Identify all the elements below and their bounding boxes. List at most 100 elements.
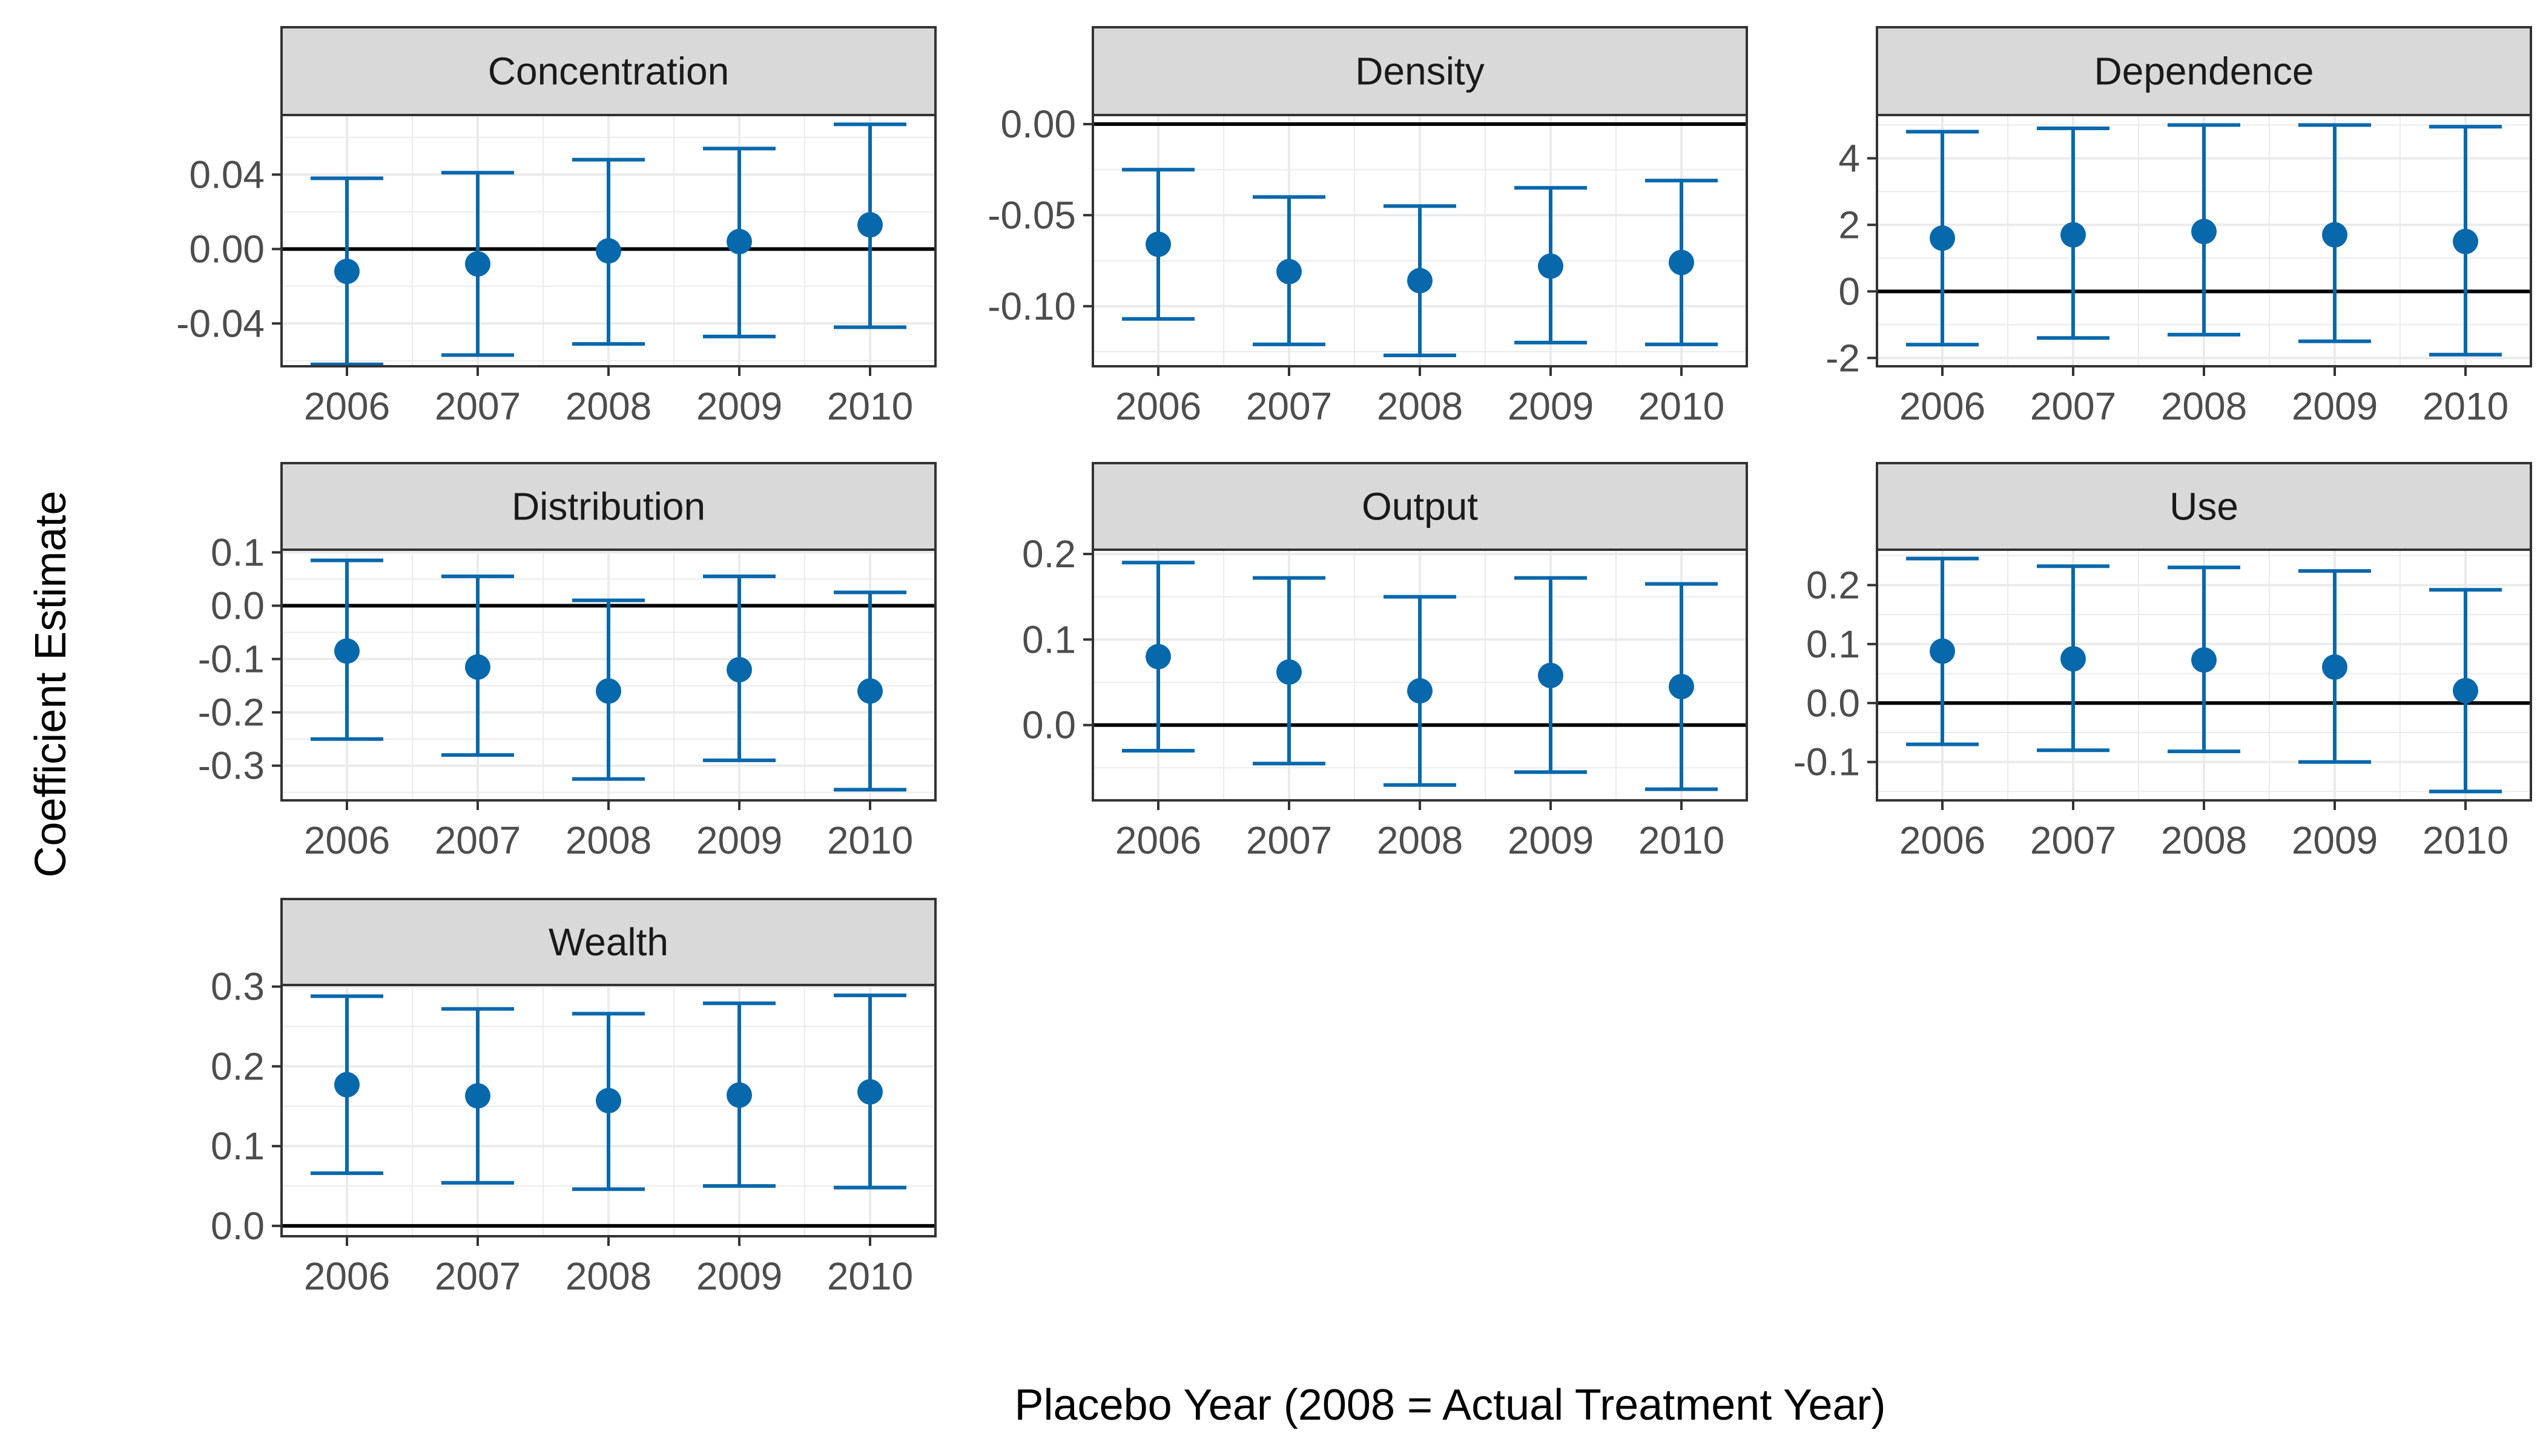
- point-estimate-2009: [2322, 222, 2347, 248]
- y-tick-label: 0.1: [211, 1124, 265, 1168]
- x-tick-label: 2006: [304, 384, 390, 428]
- point-estimate-2007: [1276, 259, 1302, 285]
- panel-concentration: Concentration -0.04 0.00 0.04 2006 2007 2008 20…: [176, 26, 937, 428]
- panel-wealth: Wealth 0.0 0.1 0.2 0.3 2006 2007 2008 2009 2010: [211, 898, 937, 1298]
- y-tick-label: 0.1: [1022, 618, 1076, 661]
- point-estimate-2010: [857, 212, 883, 238]
- x-tick-label: 2008: [1377, 819, 1463, 862]
- x-tick-label: 2008: [566, 1254, 651, 1298]
- x-tick-label: 2009: [2292, 384, 2378, 428]
- point-estimate-2006: [1930, 225, 1955, 251]
- facet-strip: [280, 898, 937, 986]
- point-estimate-2006: [334, 259, 360, 285]
- point-estimate-2010: [2453, 677, 2478, 703]
- x-tick-label: 2008: [566, 384, 651, 428]
- facet-title: Density: [1355, 50, 1484, 93]
- y-tick-label: 0.0: [1806, 681, 1860, 725]
- facet-title: Dependence: [2094, 50, 2314, 93]
- panel-distribution: Distribution -0.3 -0.2 -0.1 0.0 0.1 2006 2007 20…: [198, 462, 937, 862]
- point-estimate-2008: [2191, 219, 2217, 245]
- x-tick-label: 2006: [1899, 384, 1985, 428]
- y-tick-label: 0: [1838, 269, 1860, 313]
- facet-strip: [280, 462, 937, 551]
- y-tick-label: 0.00: [1000, 102, 1076, 146]
- facet-strip: [280, 26, 937, 116]
- panel-density: Density -0.10 -0.05 0.00 2006 2007 2008 2009 201…: [988, 26, 1748, 428]
- point-estimate-2008: [1407, 268, 1433, 294]
- y-tick-label: -0.04: [176, 301, 265, 345]
- x-tick-label: 2006: [1115, 819, 1201, 862]
- y-tick-label: 0.0: [211, 584, 265, 627]
- x-tick-label: 2007: [2030, 384, 2116, 428]
- point-estimate-2007: [465, 251, 490, 277]
- x-tick-label: 2010: [827, 819, 913, 862]
- x-tick-label: 2010: [2423, 384, 2508, 428]
- point-estimate-2006: [334, 1072, 360, 1098]
- x-tick-label: 2009: [696, 384, 782, 428]
- y-axis-title: Coefficient Estimate: [27, 491, 75, 878]
- y-tick-label: -2: [1826, 336, 1860, 380]
- point-estimate-2009: [2322, 654, 2347, 680]
- x-tick-label: 2006: [1899, 819, 1985, 862]
- x-tick-label: 2007: [1246, 819, 1332, 862]
- y-tick-label: -0.3: [198, 744, 265, 788]
- y-tick-label: 0.1: [1806, 622, 1860, 666]
- y-tick-label: -0.1: [198, 637, 265, 681]
- x-tick-label: 2010: [1638, 384, 1724, 428]
- x-tick-label: 2008: [2161, 384, 2247, 428]
- point-estimate-2010: [1669, 249, 1694, 275]
- point-estimate-2008: [596, 238, 621, 264]
- y-tick-label: 0.3: [211, 965, 265, 1009]
- x-tick-label: 2010: [827, 384, 913, 428]
- facet-title: Wealth: [549, 920, 668, 964]
- point-estimate-2008: [596, 1088, 621, 1114]
- x-tick-label: 2010: [1638, 819, 1724, 862]
- x-tick-label: 2009: [696, 819, 782, 862]
- x-tick-label: 2009: [2292, 819, 2378, 862]
- point-estimate-2006: [1930, 638, 1955, 664]
- x-tick-label: 2007: [435, 384, 521, 428]
- y-tick-label: 0.2: [1022, 532, 1076, 576]
- point-estimate-2009: [727, 657, 752, 683]
- y-tick-label: 0.04: [189, 153, 265, 196]
- point-estimate-2006: [1146, 644, 1171, 670]
- point-estimate-2007: [1276, 659, 1302, 685]
- point-estimate-2010: [857, 678, 883, 704]
- y-tick-label: -0.05: [988, 193, 1076, 237]
- x-tick-label: 2010: [2423, 819, 2508, 862]
- point-estimate-2006: [334, 638, 360, 664]
- y-tick-label: -0.1: [1793, 740, 1860, 784]
- point-estimate-2008: [1407, 678, 1433, 704]
- x-tick-label: 2006: [304, 1254, 390, 1298]
- point-estimate-2009: [727, 229, 752, 255]
- panel-use: Use -0.1 0.0 0.1 0.2 2006 2007 2008 2009 2010: [1793, 462, 2532, 862]
- point-estimate-2007: [2060, 222, 2086, 248]
- x-tick-label: 2009: [696, 1254, 782, 1298]
- x-tick-label: 2007: [1246, 384, 1332, 428]
- y-tick-label: 0.1: [211, 530, 265, 574]
- point-estimate-2007: [2060, 646, 2086, 672]
- point-estimate-2010: [857, 1079, 883, 1105]
- x-tick-label: 2006: [304, 819, 390, 862]
- x-tick-label: 2010: [827, 1254, 913, 1298]
- point-estimate-2009: [727, 1082, 752, 1108]
- facet-title: Distribution: [512, 485, 705, 529]
- y-tick-label: 0.0: [211, 1204, 265, 1248]
- x-tick-label: 2007: [435, 819, 521, 862]
- x-tick-label: 2006: [1115, 384, 1201, 428]
- point-estimate-2010: [2453, 228, 2478, 254]
- point-estimate-2008: [2191, 647, 2217, 673]
- point-estimate-2006: [1146, 231, 1171, 257]
- facet-title: Use: [2169, 485, 2238, 529]
- point-estimate-2007: [465, 654, 490, 680]
- facet-strip: [1092, 462, 1748, 551]
- y-tick-label: -0.10: [988, 285, 1076, 328]
- y-tick-label: 0.2: [211, 1044, 265, 1088]
- panel-output: Output 0.0 0.1 0.2 2006 2007 2008 2009 2010: [1022, 462, 1748, 862]
- point-estimate-2010: [1669, 674, 1694, 700]
- y-tick-label: -0.2: [198, 691, 265, 734]
- x-tick-label: 2008: [566, 819, 651, 862]
- x-axis-title: Placebo Year (2008 = Actual Treatment Ye…: [1014, 1381, 1885, 1429]
- x-tick-label: 2007: [2030, 819, 2116, 862]
